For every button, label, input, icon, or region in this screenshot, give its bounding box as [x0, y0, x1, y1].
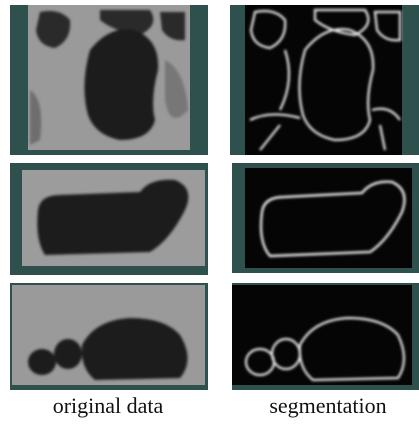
panel-segmentation-3 — [232, 283, 419, 390]
panel-original-3 — [10, 283, 208, 390]
figure: original data segmentation — [0, 0, 419, 425]
panel-original-1 — [10, 5, 208, 155]
panel-original-2 — [10, 163, 208, 275]
caption-original: original data — [53, 393, 164, 418]
panel-segmentation-1 — [230, 5, 419, 155]
panel-segmentation-2 — [232, 163, 419, 273]
page: original data segmentation (() => { cons… — [0, 0, 419, 425]
caption-segmentation: segmentation — [269, 393, 386, 418]
